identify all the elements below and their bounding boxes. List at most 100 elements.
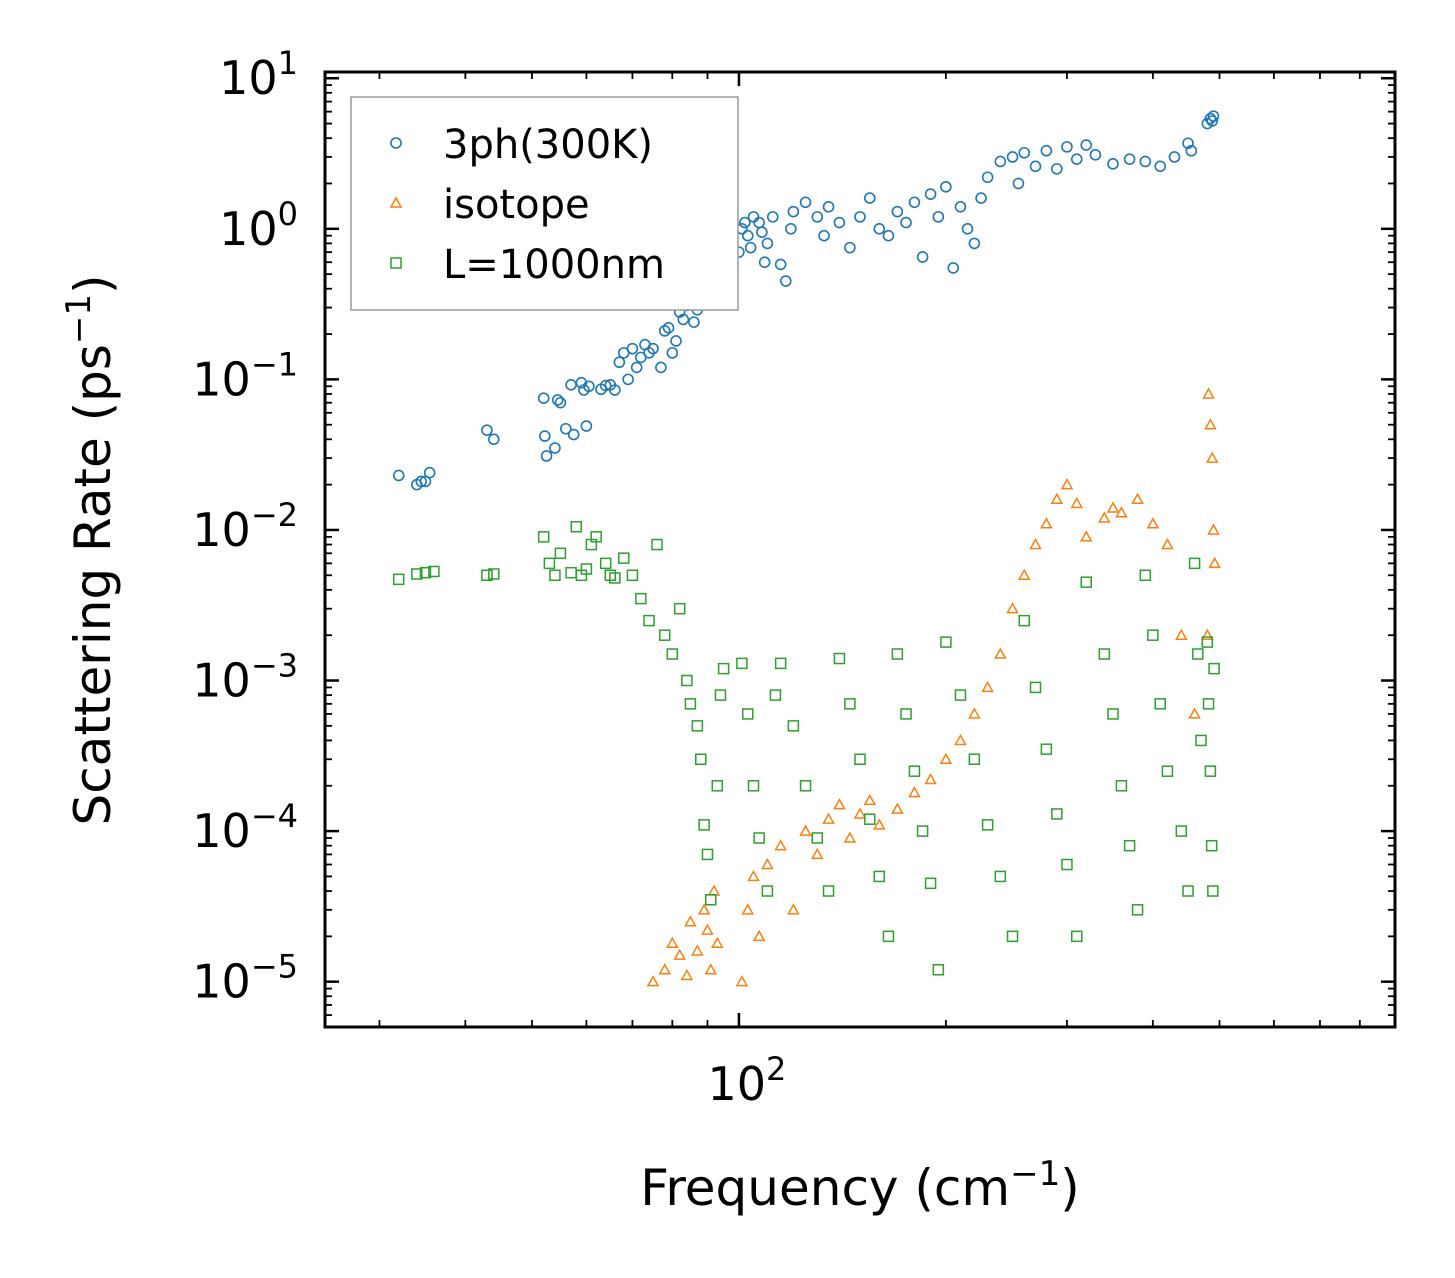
data-point	[543, 557, 556, 570]
data-point	[863, 192, 876, 204]
data-point	[774, 839, 787, 851]
data-point	[701, 923, 714, 935]
data-point	[932, 211, 945, 223]
data-point	[916, 251, 929, 263]
legend-marker-triangle	[389, 196, 403, 208]
data-point	[1040, 144, 1053, 157]
data-point	[1139, 569, 1152, 582]
legend-label-3ph: 3ph(300K)	[443, 122, 653, 168]
data-point	[1071, 930, 1083, 943]
data-point	[618, 552, 630, 564]
data-point	[1061, 141, 1073, 153]
data-point	[758, 256, 771, 269]
data-point	[833, 216, 846, 229]
data-point	[1123, 839, 1136, 852]
data-point	[673, 602, 686, 615]
tick-labels: 101 100 10−1 10−2 10−3 10−4 10−5 102	[192, 44, 786, 1111]
data-point	[822, 812, 835, 824]
data-point	[844, 698, 856, 710]
legend: 3ph(300K) isotope L=1000nm	[350, 96, 739, 311]
series-1	[646, 387, 1221, 987]
data-point	[1207, 523, 1220, 535]
data-point	[843, 831, 857, 843]
data-point	[537, 392, 550, 404]
data-point	[677, 313, 690, 326]
data-point	[651, 538, 663, 551]
data-point	[908, 196, 921, 209]
data-point	[939, 752, 953, 765]
data-point	[891, 802, 904, 814]
legend-marker-circle	[390, 137, 402, 149]
data-points	[392, 110, 1221, 987]
data-point	[554, 396, 567, 409]
data-point	[392, 469, 405, 482]
data-point	[1107, 158, 1119, 170]
data-point	[655, 361, 667, 374]
y-tick-label: 10−5	[192, 948, 298, 1009]
legend-markers	[389, 137, 403, 269]
data-point	[961, 223, 974, 235]
data-point	[741, 229, 754, 242]
data-point	[590, 531, 602, 543]
data-point	[1080, 139, 1093, 151]
data-point	[1195, 734, 1207, 747]
data-point	[481, 569, 493, 582]
data-point	[415, 475, 427, 488]
data-point	[1107, 708, 1119, 720]
data-point	[1018, 146, 1031, 159]
data-point	[695, 753, 707, 766]
data-point	[539, 430, 551, 442]
data-point	[1202, 698, 1215, 710]
data-point	[1201, 636, 1214, 648]
data-point	[691, 720, 704, 732]
data-point	[666, 347, 679, 359]
data-point	[882, 930, 895, 943]
x-tick-label: 102	[707, 1050, 786, 1111]
data-point	[799, 196, 812, 209]
data-point	[1050, 492, 1064, 504]
data-point	[666, 936, 679, 948]
legend-frame	[350, 96, 739, 311]
data-point	[1161, 538, 1174, 550]
data-point	[981, 819, 994, 831]
data-point	[423, 466, 436, 479]
data-point	[954, 201, 967, 213]
data-point	[873, 223, 886, 235]
data-point	[916, 825, 929, 837]
data-point	[684, 698, 697, 710]
data-point	[622, 373, 634, 386]
data-point	[799, 824, 812, 836]
data-point	[799, 780, 812, 792]
data-point	[1182, 885, 1194, 897]
data-point	[488, 568, 500, 580]
data-point	[1204, 418, 1217, 430]
data-point	[787, 720, 800, 732]
data-point	[1202, 387, 1215, 399]
data-point	[873, 870, 886, 883]
data-point	[609, 572, 621, 584]
data-point	[747, 869, 760, 882]
data-point	[761, 885, 774, 897]
data-point	[1070, 496, 1084, 509]
data-point	[900, 216, 912, 229]
data-point	[968, 237, 981, 250]
data-point	[554, 547, 567, 560]
data-point	[670, 335, 682, 347]
data-point	[1017, 568, 1031, 581]
data-point	[954, 733, 967, 746]
data-point	[684, 915, 697, 927]
data-point	[1131, 904, 1144, 916]
data-point	[1079, 530, 1093, 542]
data-point	[769, 689, 782, 701]
y-tick-label: 100	[219, 195, 298, 256]
data-point	[626, 342, 639, 355]
data-point	[1175, 628, 1188, 640]
data-point	[932, 964, 945, 976]
data-point	[833, 798, 846, 810]
data-point	[658, 629, 671, 641]
data-point	[411, 568, 423, 580]
data-point	[1029, 538, 1042, 550]
data-point	[774, 258, 787, 271]
data-point	[822, 885, 835, 897]
